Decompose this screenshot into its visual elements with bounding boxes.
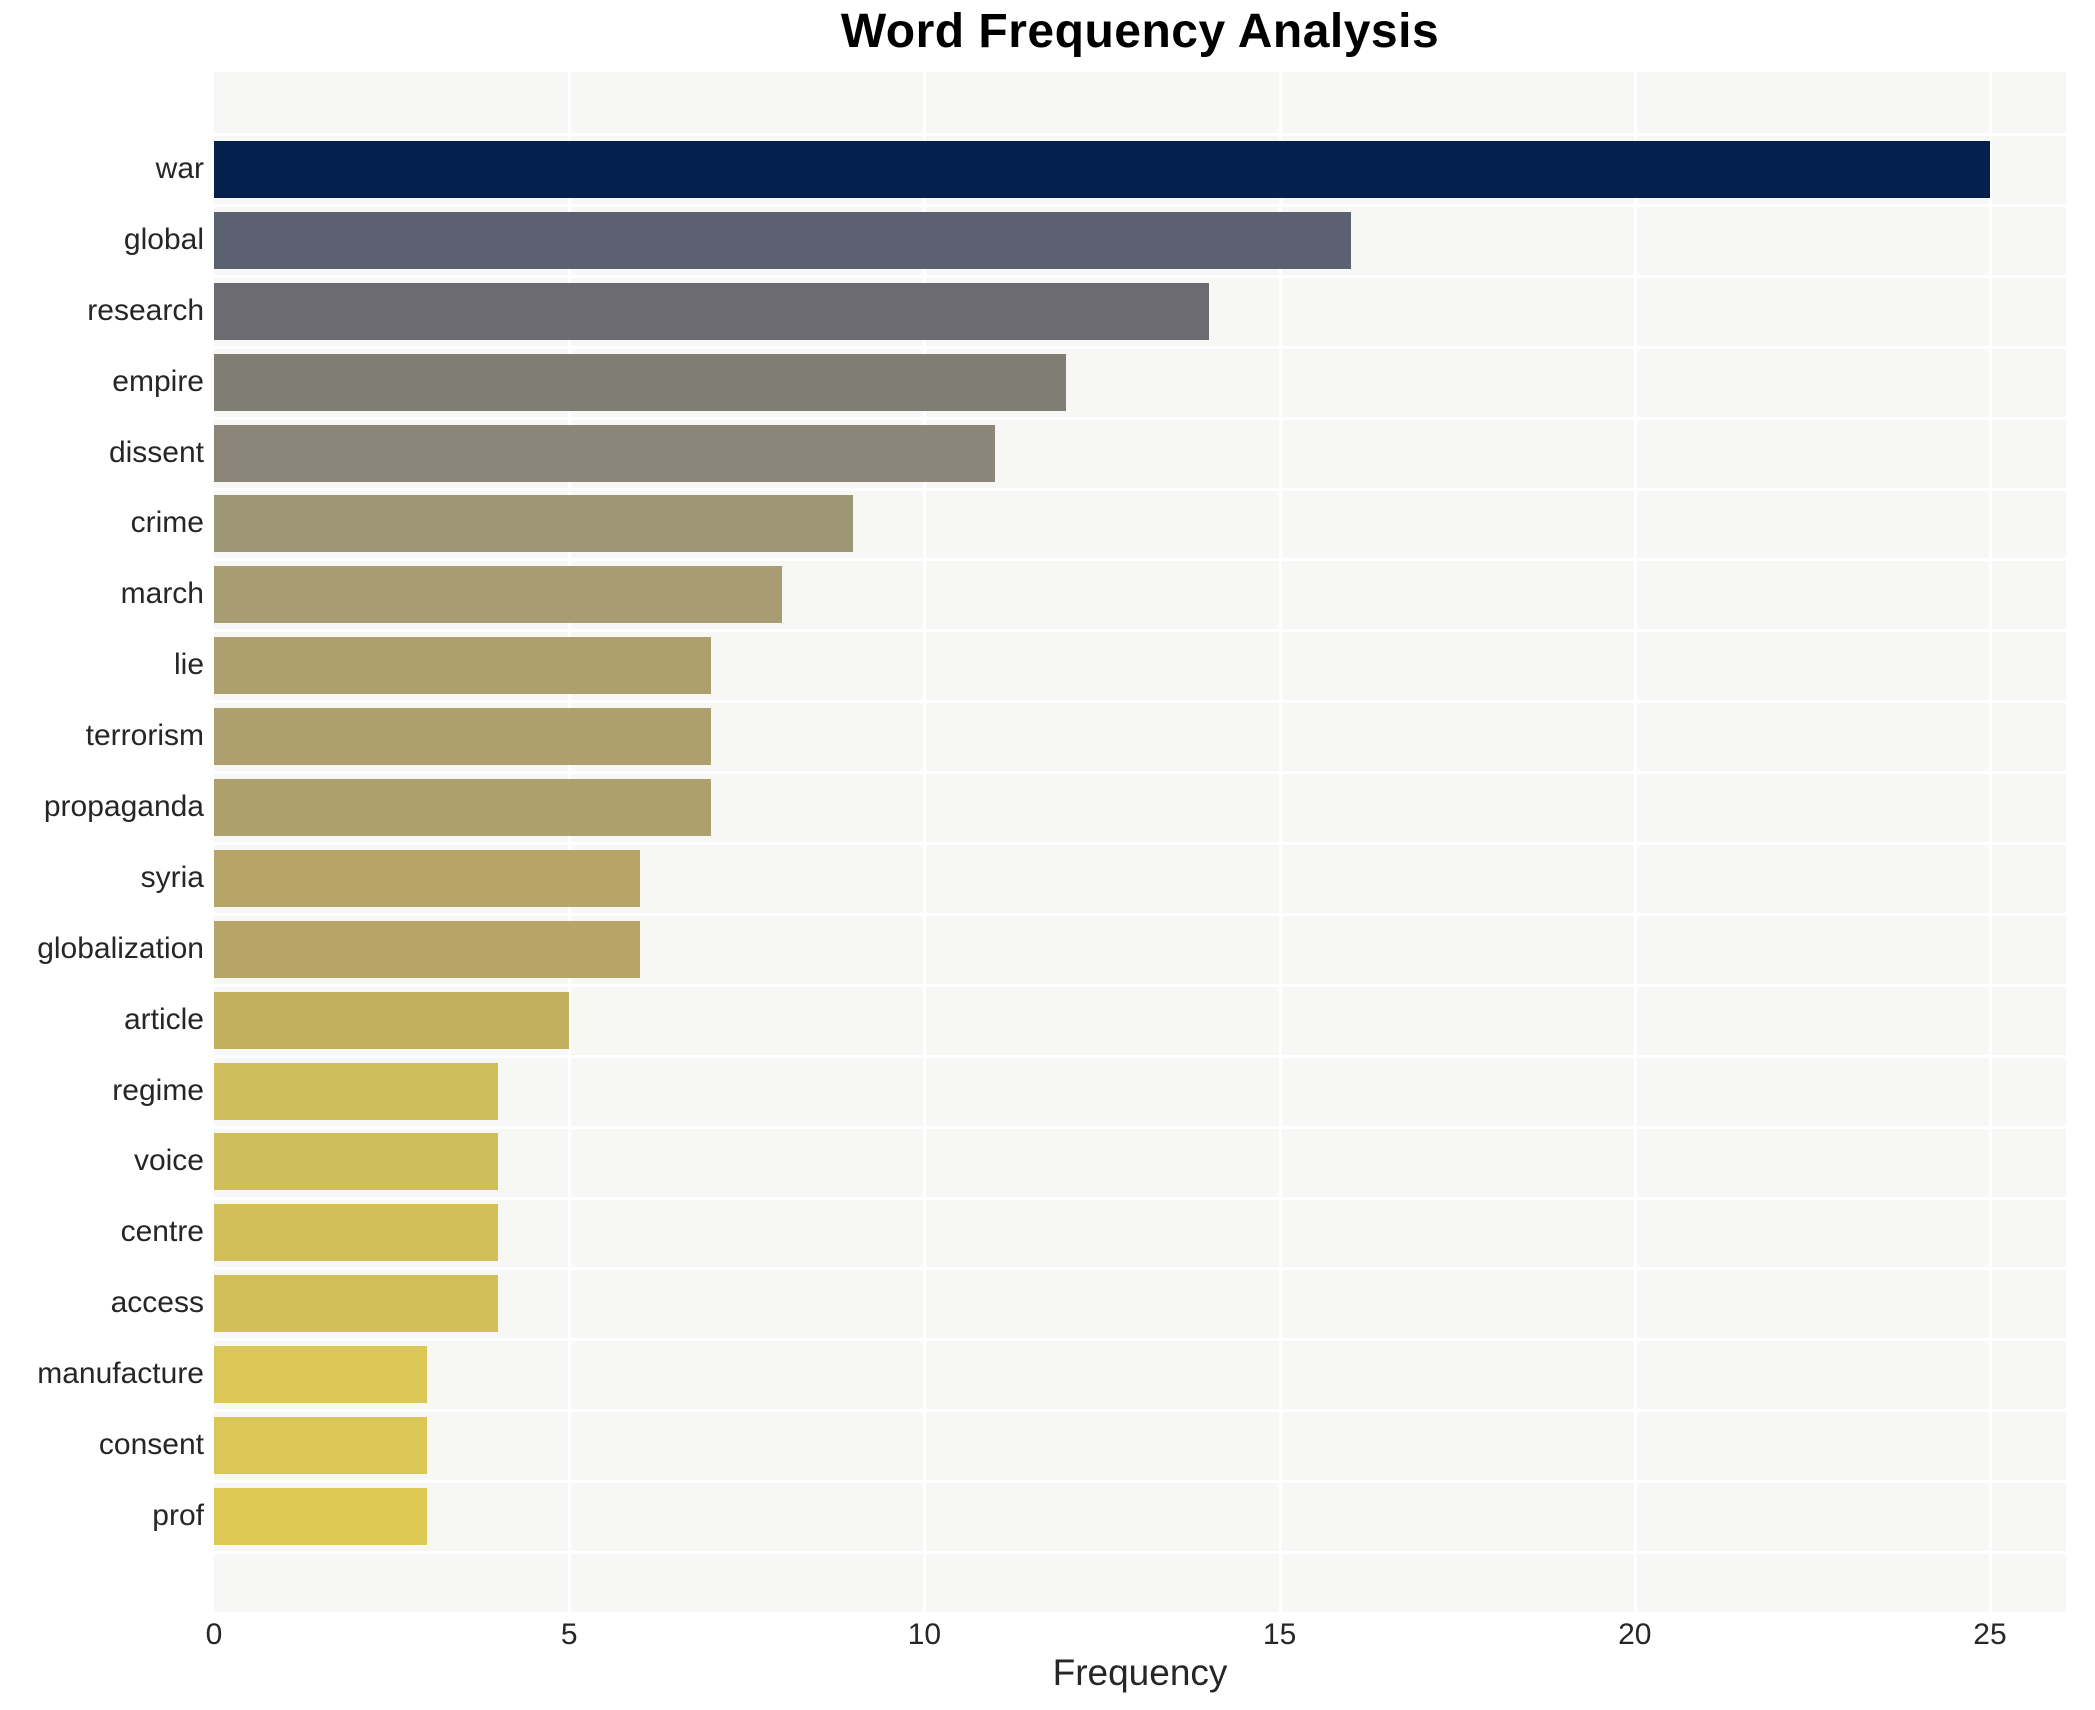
horizontal-gridline [214,274,2066,278]
category-label-prof: prof [152,1498,204,1532]
horizontal-gridline [214,1338,2066,1342]
horizontal-gridline [214,133,2066,136]
horizontal-gridline [214,1125,2066,1129]
bar-crime [214,495,854,553]
bar-row-propaganda: propaganda [44,772,2066,843]
bar-centre [214,1204,499,1262]
category-label-access: access [110,1286,204,1320]
category-label-global: global [123,222,204,256]
horizontal-gridline [214,416,2066,420]
bar-row-globalization: globalization [37,914,2066,985]
bar-row-regime: regime [112,1056,2066,1127]
bar-regime [214,1062,499,1120]
category-label-voice: voice [133,1144,204,1178]
bar-rows: war global research empire dissent crime march… [37,134,2066,1552]
x-tick-label-0: 0 [205,1618,223,1651]
bar-manufacture [214,1346,428,1404]
bar-research [214,282,1209,340]
horizontal-gridline [214,1196,2066,1200]
bar-syria [214,849,641,907]
bar-dissent [214,424,996,482]
category-label-research: research [87,293,204,327]
category-label-syria: syria [140,860,204,894]
bar-access [214,1275,499,1333]
bar-global [214,211,1351,269]
category-label-war: war [155,152,204,185]
bar-terrorism [214,708,712,766]
bar-row-war: war [156,134,2066,205]
category-label-propaganda: propaganda [43,790,204,824]
bar-propaganda [214,779,712,837]
horizontal-gridline [214,1267,2066,1271]
bar-row-article: article [124,985,2066,1056]
chart-title: Word Frequency Analysis [840,5,1440,58]
bar-row-lie: lie [174,630,2066,701]
bar-empire [214,353,1067,411]
bar-row-march: march [121,559,2066,630]
bar-globalization [214,920,641,978]
bar-row-manufacture: manufacture [37,1339,2066,1410]
x-tick-label-10: 10 [907,1618,942,1651]
x-axis-label: Frequency [1052,1652,1228,1693]
horizontal-gridline [214,203,2066,207]
horizontal-gridline [214,1054,2066,1058]
bar-row-empire: empire [112,347,2066,418]
x-tick-label-20: 20 [1618,1618,1652,1651]
category-label-lie: lie [173,648,204,682]
bar-row-prof: prof [152,1481,2066,1552]
bar-lie [214,637,712,695]
bar-row-access: access [111,1268,2066,1339]
bar-row-crime: crime [131,488,2066,559]
bar-row-centre: centre [121,1197,2066,1268]
category-label-manufacture: manufacture [37,1357,204,1391]
category-label-crime: crime [130,506,204,540]
horizontal-gridline [214,842,2066,845]
category-label-article: article [123,1002,204,1036]
horizontal-gridline [214,912,2066,916]
horizontal-gridline [214,629,2066,633]
category-label-centre: centre [120,1215,204,1249]
bar-war [214,141,1990,198]
bar-consent [214,1417,428,1475]
bar-article [214,991,570,1049]
horizontal-gridline [214,771,2066,775]
horizontal-gridline [214,487,2066,491]
x-tick-label-15: 15 [1262,1618,1297,1651]
bar-prof [214,1487,428,1545]
plot-area: war global research empire dissent crime march… [37,72,2066,1612]
bar-row-consent: consent [99,1410,2066,1481]
horizontal-gridline [214,700,2066,704]
category-label-consent: consent [98,1428,204,1462]
category-label-dissent: dissent [108,435,204,469]
bar-row-voice: voice [134,1126,2066,1197]
bar-row-global: global [124,205,2066,276]
bar-march [214,566,783,624]
bar-row-research: research [87,276,2066,347]
horizontal-gridline [214,1551,2066,1554]
horizontal-gridline [214,1480,2066,1484]
bar-row-terrorism: terrorism [86,701,2066,772]
horizontal-gridline [214,1409,2066,1413]
bar-row-dissent: dissent [109,418,2066,489]
bar-voice [214,1133,499,1191]
category-label-terrorism: terrorism [85,719,204,753]
horizontal-gridline [214,983,2066,987]
category-label-regime: regime [112,1073,204,1107]
category-label-march: march [120,577,204,611]
category-label-empire: empire [112,364,204,398]
horizontal-gridline [214,558,2066,562]
x-tick-label-25: 25 [1973,1618,2007,1651]
x-tick-label-5: 5 [560,1618,578,1651]
bar-row-syria: syria [141,843,2066,914]
horizontal-gridline [214,345,2066,349]
category-label-globalization: globalization [37,931,204,965]
